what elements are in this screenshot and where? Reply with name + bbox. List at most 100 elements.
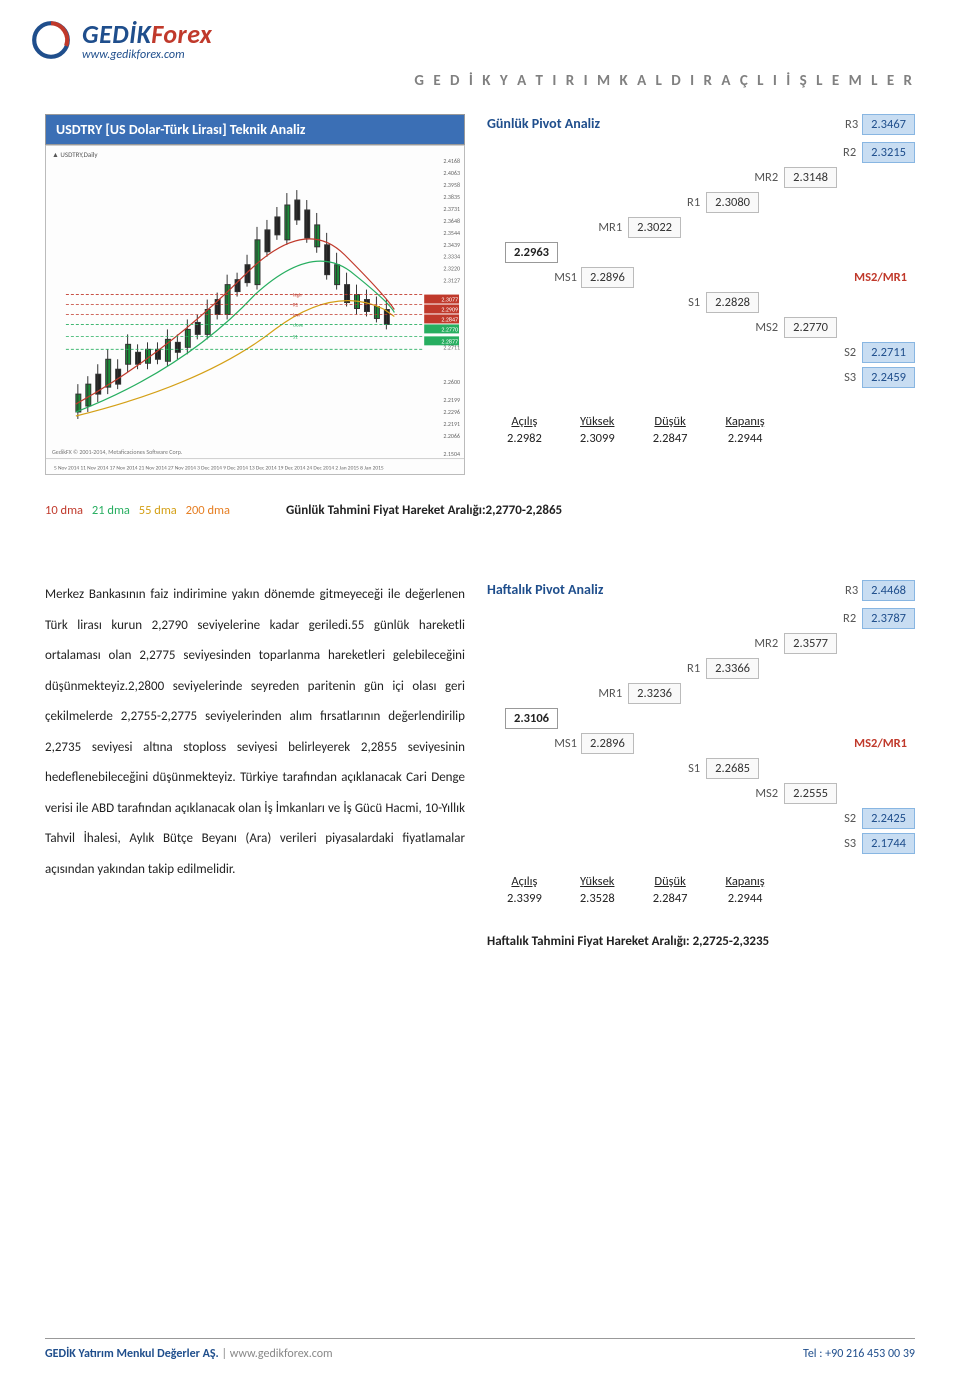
dma-200: 200 dma xyxy=(186,503,230,518)
ms2mr1-label: MS2/MR1 xyxy=(846,268,915,287)
dma-legend: 10 dma 21 dma 55 dma 200 dma xyxy=(45,503,236,518)
dma-55: 55 dma xyxy=(139,503,177,518)
header: GEDİKForex www.gedikforex.com xyxy=(0,0,960,68)
open-label: Açılış xyxy=(507,414,542,429)
w-s1-value: 2.2685 xyxy=(706,758,759,779)
s2-value: 2.2711 xyxy=(862,342,915,363)
svg-text:2.2770: 2.2770 xyxy=(441,325,458,333)
r1-value: 2.3080 xyxy=(706,192,759,213)
svg-text:2.2877: 2.2877 xyxy=(441,337,458,345)
w-s2-label: S2 xyxy=(824,809,860,828)
low-label: Düşük xyxy=(653,414,688,429)
svg-text:2.3731: 2.3731 xyxy=(443,205,460,213)
w-mr2-value: 2.3577 xyxy=(784,633,837,654)
r2-label: R2 xyxy=(824,143,860,162)
svg-text:2.3544: 2.3544 xyxy=(443,229,460,237)
w-low-label: Düşük xyxy=(653,874,688,889)
svg-text:2.2296: 2.2296 xyxy=(443,408,460,416)
w-s3-label: S3 xyxy=(824,834,860,853)
daily-ohlc-row: Açılış2.2982 Yüksek2.3099 Düşük2.2847 Ka… xyxy=(487,414,915,446)
brand-part2: Forex xyxy=(151,18,212,50)
w-ms2-value: 2.2555 xyxy=(784,783,837,804)
w-r1-value: 2.3366 xyxy=(706,658,759,679)
w-mr1-label: MR1 xyxy=(590,684,626,703)
mr2-label: MR2 xyxy=(746,168,782,187)
w-r1-label: R1 xyxy=(668,659,704,678)
w-pivot-value: 2.3106 xyxy=(505,708,558,729)
ms2-value: 2.2770 xyxy=(784,317,837,338)
brand-name: GEDİKForex xyxy=(82,18,212,50)
weekly-range-text: Haftalık Tahmini Fiyat Hareket Aralığı: … xyxy=(487,934,915,949)
high-value: 2.3099 xyxy=(580,431,615,446)
s2-label: S2 xyxy=(824,343,860,362)
w-r2-label: R2 xyxy=(824,609,860,628)
daily-pivot-title: Günlük Pivot Analiz xyxy=(487,115,600,132)
weekly-pivot-title: Haftalık Pivot Analiz xyxy=(487,581,603,598)
chart-pair-label: ▲ USDTRY,Daily xyxy=(52,150,98,159)
s1-value: 2.2828 xyxy=(706,292,759,313)
brand-url: www.gedikforex.com xyxy=(82,48,212,62)
r3-value: 2.3467 xyxy=(862,114,915,135)
w-open-value: 2.3399 xyxy=(507,891,542,906)
w-r3-value: 2.4468 xyxy=(862,580,915,601)
mr2-value: 2.3148 xyxy=(784,167,837,188)
svg-text:2.2909: 2.2909 xyxy=(441,305,458,313)
w-s2-value: 2.2425 xyxy=(862,808,915,829)
svg-text:2.4168: 2.4168 xyxy=(443,157,460,165)
w-s3-value: 2.1744 xyxy=(862,833,915,854)
svg-text:high: high xyxy=(293,293,302,299)
svg-text:low: low xyxy=(293,312,301,318)
svg-text:2.3127: 2.3127 xyxy=(443,277,460,285)
w-close-label: Kapanış xyxy=(726,874,765,889)
logo-icon xyxy=(30,19,72,61)
svg-text:2.3077: 2.3077 xyxy=(441,296,458,304)
svg-text:R1: R1 xyxy=(293,303,299,309)
svg-text:2.2847: 2.2847 xyxy=(441,315,458,323)
mr1-label: MR1 xyxy=(590,218,626,237)
daily-pivot-block: Günlük Pivot Analiz R32.3467 R22.3215 MR… xyxy=(487,114,915,446)
w-ms1-label: MS1 xyxy=(545,734,581,753)
pivot-value: 2.2963 xyxy=(505,242,558,263)
ms1-value: 2.2896 xyxy=(581,267,634,288)
svg-text:2.3958: 2.3958 xyxy=(443,181,460,189)
s1-label: S1 xyxy=(668,293,704,312)
s3-value: 2.2459 xyxy=(862,367,915,388)
r1-label: R1 xyxy=(668,193,704,212)
dma-10: 10 dma xyxy=(45,503,83,518)
price-chart: ▲ USDTRY,Daily 2.41682.4063 2.39582.3835… xyxy=(45,145,465,475)
w-ms2-label: MS2 xyxy=(746,784,782,803)
svg-text:2.3334: 2.3334 xyxy=(443,253,460,261)
footer-tel: Tel : +90 216 453 00 39 xyxy=(803,1347,915,1361)
w-high-label: Yüksek xyxy=(580,874,615,889)
daily-range-text: Günlük Tahmini Fiyat Hareket Aralığı:2,2… xyxy=(286,503,562,518)
svg-text:S1: S1 xyxy=(293,334,298,340)
instrument-title: USDTRY [US Dolar-Türk Lirası] Teknik Ana… xyxy=(45,114,465,145)
w-r3-label: R3 xyxy=(826,581,862,600)
w-high-value: 2.3528 xyxy=(580,891,615,906)
high-label: Yüksek xyxy=(580,414,615,429)
dma-21: 21 dma xyxy=(92,503,130,518)
w-mr1-value: 2.3236 xyxy=(628,683,681,704)
w-s1-label: S1 xyxy=(668,759,704,778)
analysis-body-text: Merkez Bankasının faiz indirimine yakın … xyxy=(45,580,465,885)
svg-text:GedikFX © 2001-2014, Metafic: GedikFX © 2001-2014, Metaficaciones Soft… xyxy=(52,448,183,456)
weekly-pivot-block: Haftalık Pivot Analiz R32.4468 R22.3787 … xyxy=(487,580,915,949)
brand-part1: GEDİK xyxy=(82,18,151,50)
ms1-label: MS1 xyxy=(545,268,581,287)
close-value: 2.2944 xyxy=(726,431,765,446)
w-mr2-label: MR2 xyxy=(746,634,782,653)
svg-text:2.4063: 2.4063 xyxy=(443,169,460,177)
w-ms1-value: 2.2896 xyxy=(581,733,634,754)
footer: GEDİK Yatırım Menkul Değerler AŞ. | www.… xyxy=(45,1338,915,1361)
svg-text:close: close xyxy=(293,322,304,328)
svg-text:2.3648: 2.3648 xyxy=(443,217,460,225)
w-ms2mr1-label: MS2/MR1 xyxy=(846,734,915,753)
svg-text:5 Nov 2014 11 Nov 2014 17: 5 Nov 2014 11 Nov 2014 17 Nov 2014 21 No… xyxy=(54,466,384,472)
svg-text:2.3439: 2.3439 xyxy=(443,241,460,249)
svg-text:2.2066: 2.2066 xyxy=(443,432,460,440)
svg-text:2.3220: 2.3220 xyxy=(443,265,460,273)
w-open-label: Açılış xyxy=(507,874,542,889)
footer-url: www.gedikforex.com xyxy=(230,1347,333,1361)
w-close-value: 2.2944 xyxy=(726,891,765,906)
low-value: 2.2847 xyxy=(653,431,688,446)
